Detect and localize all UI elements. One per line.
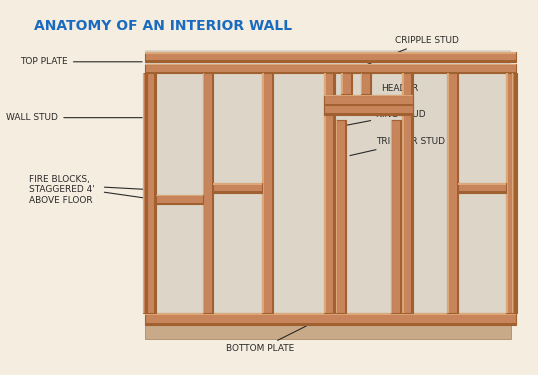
Bar [212, 74, 214, 313]
Text: KING STUD: KING STUD [338, 110, 426, 127]
Bar [145, 60, 516, 62]
Bar [361, 74, 362, 94]
Bar [506, 74, 517, 313]
Bar [448, 74, 449, 313]
Bar [324, 113, 413, 115]
Text: TRIMMER STUD: TRIMMER STUD [350, 137, 445, 156]
Bar [155, 203, 203, 204]
Bar [336, 120, 337, 313]
Text: HEADER: HEADER [340, 84, 418, 107]
Bar [336, 120, 346, 313]
Bar [324, 104, 413, 115]
Bar [154, 74, 155, 313]
Bar [145, 313, 516, 325]
Bar [203, 74, 204, 313]
Bar [145, 72, 516, 74]
Bar [145, 74, 147, 313]
Bar [145, 52, 516, 54]
Bar [458, 183, 506, 193]
Bar [402, 74, 404, 313]
Text: CRIPPLE STUD: CRIPPLE STUD [350, 36, 459, 71]
Bar [512, 74, 516, 313]
Bar [263, 74, 264, 313]
Bar [145, 52, 516, 62]
Bar [324, 94, 413, 96]
Polygon shape [145, 320, 511, 339]
Text: BOTTOM PLATE: BOTTOM PLATE [226, 326, 306, 353]
Bar [155, 195, 203, 196]
Bar [324, 74, 325, 313]
Bar [145, 74, 146, 313]
Bar [458, 183, 506, 184]
Bar [448, 74, 458, 313]
Bar [351, 74, 352, 94]
Bar [145, 313, 516, 315]
Bar [145, 64, 516, 74]
Bar [512, 74, 513, 313]
Bar [402, 74, 413, 313]
Bar [412, 74, 413, 313]
Bar [370, 74, 371, 94]
Text: ANATOMY OF AN INTERIOR WALL: ANATOMY OF AN INTERIOR WALL [34, 20, 292, 33]
Bar [214, 191, 263, 193]
Bar [457, 74, 458, 313]
Bar [145, 50, 511, 320]
Bar [324, 74, 335, 313]
Bar [391, 120, 401, 313]
Bar [143, 74, 147, 313]
Text: TOP PLATE: TOP PLATE [20, 57, 142, 66]
Text: FIRE BLOCKS,
STAGGERED 4'
ABOVE FLOOR: FIRE BLOCKS, STAGGERED 4' ABOVE FLOOR [30, 175, 95, 205]
Bar [145, 64, 516, 65]
Bar [214, 183, 263, 193]
Bar [324, 104, 413, 106]
Bar [342, 74, 352, 94]
Bar [515, 74, 517, 313]
Bar [143, 74, 145, 313]
Bar [145, 74, 155, 313]
Bar [324, 104, 413, 105]
Bar [361, 74, 371, 94]
Bar [334, 74, 335, 313]
Bar [272, 74, 273, 313]
Bar [514, 74, 516, 313]
Bar [145, 323, 516, 325]
Bar [391, 120, 392, 313]
Bar [155, 195, 203, 204]
Bar [324, 94, 413, 105]
Bar [345, 120, 346, 313]
Text: WALL STUD: WALL STUD [6, 113, 142, 122]
Bar [342, 74, 343, 94]
Bar [458, 191, 506, 193]
Bar [214, 183, 263, 184]
Bar [203, 74, 214, 313]
Bar [263, 74, 273, 313]
Bar [506, 74, 508, 313]
Bar [400, 120, 401, 313]
